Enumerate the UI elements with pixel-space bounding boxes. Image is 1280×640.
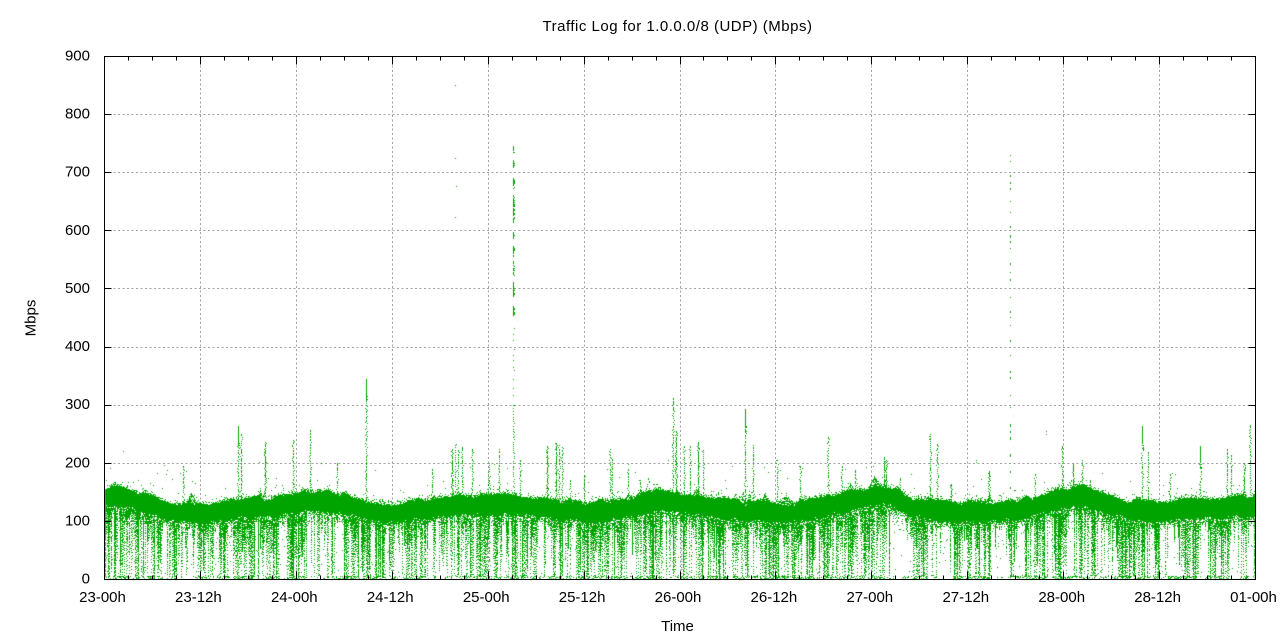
svg-text:Time: Time <box>661 618 694 635</box>
svg-text:300: 300 <box>65 396 90 413</box>
svg-text:500: 500 <box>65 280 90 297</box>
svg-text:27-12h: 27-12h <box>942 589 989 606</box>
svg-text:26-12h: 26-12h <box>751 589 798 606</box>
svg-text:Traffic Log for 1.0.0.0/8 (UDP: Traffic Log for 1.0.0.0/8 (UDP) (Mbps) <box>543 18 813 35</box>
svg-text:24-12h: 24-12h <box>367 589 414 606</box>
svg-text:700: 700 <box>65 164 90 181</box>
svg-text:400: 400 <box>65 338 90 355</box>
svg-text:25-00h: 25-00h <box>463 589 510 606</box>
svg-text:900: 900 <box>65 48 90 65</box>
svg-text:800: 800 <box>65 106 90 123</box>
svg-text:26-00h: 26-00h <box>655 589 702 606</box>
svg-text:27-00h: 27-00h <box>846 589 893 606</box>
svg-text:23-00h: 23-00h <box>79 589 126 606</box>
svg-text:28-00h: 28-00h <box>1038 589 1085 606</box>
svg-text:0: 0 <box>82 571 90 588</box>
svg-text:28-12h: 28-12h <box>1134 589 1181 606</box>
svg-text:600: 600 <box>65 222 90 239</box>
svg-text:200: 200 <box>65 454 90 471</box>
svg-text:24-00h: 24-00h <box>271 589 318 606</box>
svg-text:Mbps: Mbps <box>23 300 40 337</box>
svg-text:23-12h: 23-12h <box>175 589 222 606</box>
svg-text:100: 100 <box>65 512 90 529</box>
svg-text:25-12h: 25-12h <box>559 589 606 606</box>
svg-text:01-00h: 01-00h <box>1230 589 1277 606</box>
